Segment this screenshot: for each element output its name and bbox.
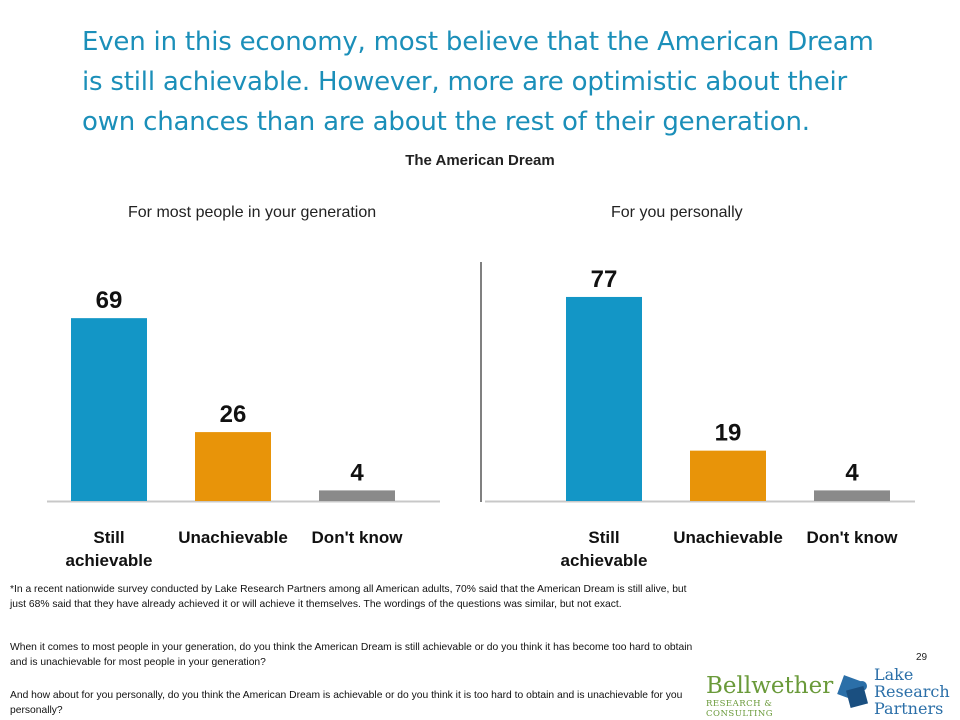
panel-title-generation: For most people in your generation xyxy=(128,204,377,221)
panel-title-personal: For you personally xyxy=(611,204,743,221)
headline: Even in this economy, most believe that … xyxy=(82,27,874,137)
category-label: Don't know xyxy=(807,528,899,547)
chart-title: The American Dream xyxy=(405,152,555,169)
category-label: Still achievable xyxy=(561,528,648,570)
question-generation: When it comes to most people in your gen… xyxy=(10,642,693,668)
category-label: Don't know xyxy=(312,528,404,547)
puzzle-piece-icon xyxy=(837,675,869,709)
category-label: Still achievable xyxy=(66,528,153,570)
bellwether-logo-name: Bellwether xyxy=(706,673,834,699)
data-label: 19 xyxy=(715,420,742,447)
question-personal: And how about for you personally, do you… xyxy=(10,690,683,716)
category-label: Unachievable xyxy=(673,528,783,547)
lake-logo-line3: Partners xyxy=(874,699,944,718)
page-number: 29 xyxy=(916,652,928,663)
data-label: 4 xyxy=(350,459,364,486)
bar xyxy=(566,296,642,501)
data-label: 69 xyxy=(96,287,123,314)
bar-chart: 69 Still achievable 26 Unachievable 4 Don't kn… xyxy=(47,262,915,570)
footnote: *In a recent nationwide survey conducted… xyxy=(10,584,687,610)
category-label: Unachievable xyxy=(178,528,288,547)
data-label: 77 xyxy=(591,266,618,293)
bar xyxy=(690,450,766,501)
bar xyxy=(71,318,147,501)
bar xyxy=(814,490,890,501)
data-label: 4 xyxy=(845,459,859,486)
lake-logo-line2: Research xyxy=(874,682,950,701)
bar xyxy=(319,490,395,501)
data-label: 26 xyxy=(220,401,247,428)
lake-logo-line1: Lake xyxy=(874,665,914,684)
bellwether-logo: Bellwether RESEARCH & CONSULTING xyxy=(706,673,834,719)
bar xyxy=(195,432,271,501)
lake-research-logo: Lake Research Partners xyxy=(836,664,956,720)
bellwether-logo-subtitle: RESEARCH & CONSULTING xyxy=(706,699,774,719)
